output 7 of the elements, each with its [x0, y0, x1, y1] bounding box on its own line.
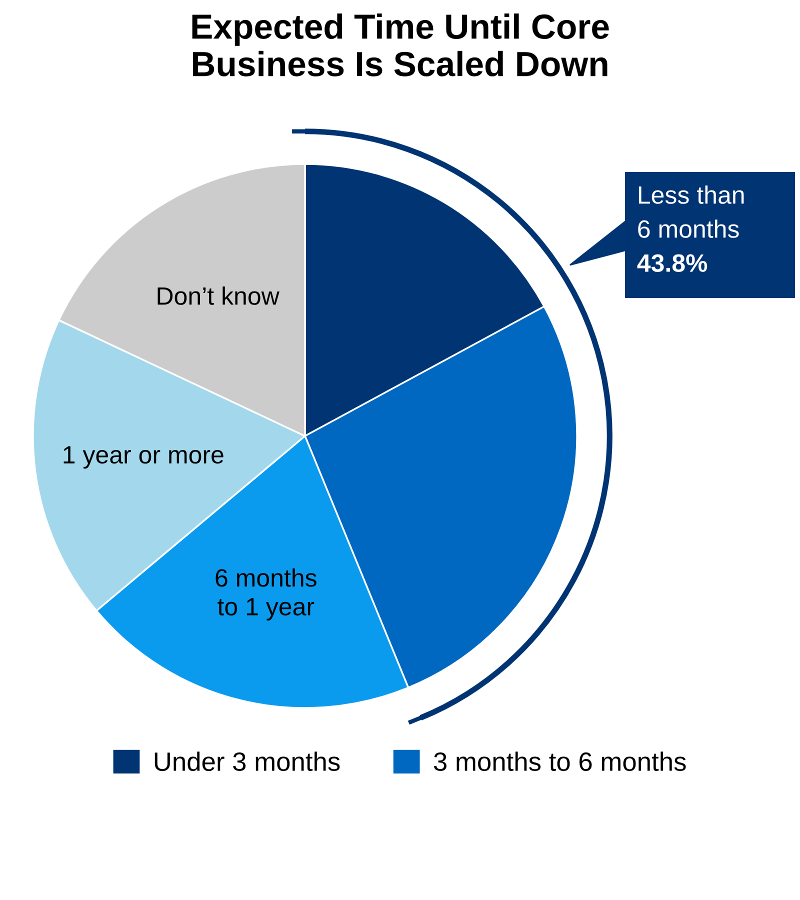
- legend-label: Under 3 months: [154, 752, 340, 772]
- chart-title: Expected Time Until Core Business Is Scaled Down: [192, 14, 609, 76]
- text: Less than 6 months 43.8%: [637, 186, 744, 272]
- slice-label: Don’t know: [158, 286, 280, 305]
- slice-label: 6 months to 1 year: [216, 568, 316, 620]
- legend-label: 3 months to 6 months: [434, 752, 686, 772]
- slice-label: 1 year or more: [64, 446, 224, 469]
